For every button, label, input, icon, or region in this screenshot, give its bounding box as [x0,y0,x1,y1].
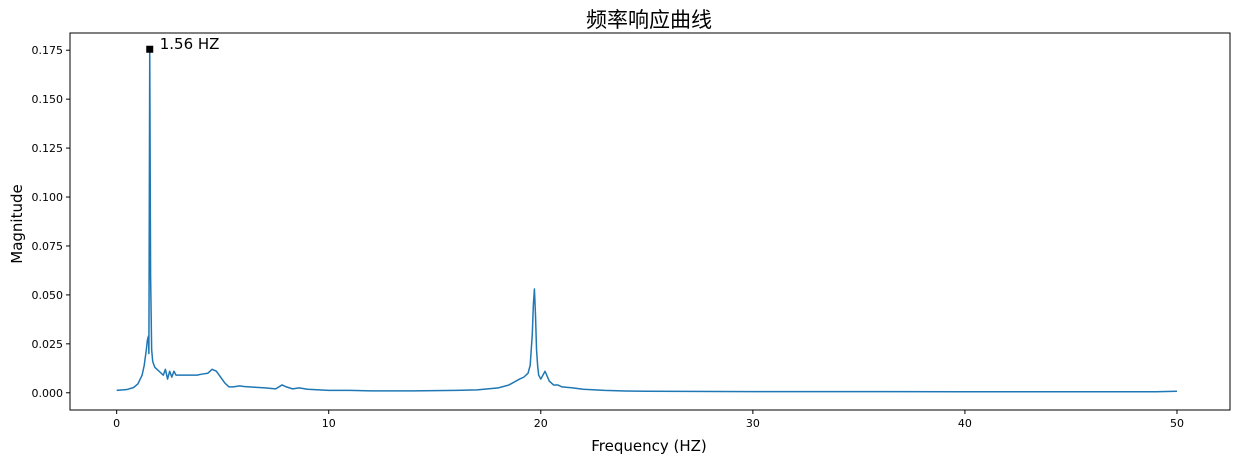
y-tick-label: 0.075 [32,240,64,253]
axes: 0 10 20 30 40 50 0.000 0.025 0.050 0.075 0.100 0.12… [32,44,1184,430]
peak-marker [146,45,154,53]
y-tick-label: 0.000 [32,387,64,400]
x-tick-label: 50 [1170,417,1184,430]
y-tick-label: 0.125 [32,142,64,155]
plot-frame [69,32,1231,411]
y-tick-label: 0.100 [32,191,64,204]
x-tick-label: 30 [746,417,760,430]
x-tick-label: 40 [958,417,972,430]
peak-annotation: 1.56 HZ [160,35,220,53]
x-axis-label: Frequency (HZ) [591,437,707,455]
x-tick-label: 20 [534,417,548,430]
series-line [116,48,1178,393]
y-tick-label: 0.025 [32,338,64,351]
y-axis-label: Magnitude [8,184,26,263]
y-tick-label: 0.150 [32,93,64,106]
y-tick-label: 0.175 [32,44,64,57]
y-tick-label: 0.050 [32,289,64,302]
chart-title: 频率响应曲线 [586,8,712,32]
plot-area: 1.56 HZ [116,35,1178,393]
x-tick-label: 10 [322,417,336,430]
x-tick-label: 0 [113,417,120,430]
